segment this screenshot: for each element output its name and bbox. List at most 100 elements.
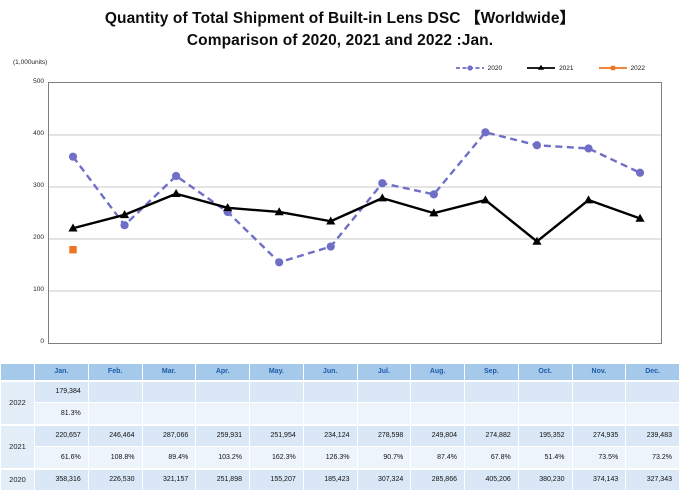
table-row: 61.6% 108.8% 89.4% 103.2% 162.3% 126.3% 90.7% 8… [1, 446, 680, 469]
year-label-cell: 2022 [0, 379, 35, 425]
triangle-marker-icon [274, 207, 284, 216]
year-label-cell: 2020 [0, 467, 35, 491]
value-cell: 285,866 [410, 467, 465, 491]
triangle-marker-icon [532, 236, 542, 245]
series-line-2020 [72, 131, 641, 264]
value-cell: 287,066 [141, 423, 197, 447]
value-cell: 374,143 [571, 467, 627, 491]
percent-cell [517, 402, 573, 425]
circle-marker-icon [532, 141, 542, 150]
percent-cell [464, 402, 519, 425]
value-cell [517, 379, 573, 403]
triangle-marker-icon [583, 195, 594, 204]
month-header-cell: Dec. [625, 363, 680, 381]
circle-marker-icon [172, 171, 181, 181]
chart-svg [49, 128, 661, 292]
value-cell: 246,464 [87, 423, 143, 447]
month-header-cell: Nov. [571, 363, 627, 381]
percent-cell: 126.3% [302, 446, 358, 469]
legend-item-2021: 2021 [526, 63, 574, 73]
units-label: (1,000units) [13, 59, 48, 66]
data-table: Jan. Feb. Mar. Apr. May. Jun. Jul. Aug. Sep. Oct.… [0, 363, 680, 491]
corner-cell [0, 363, 35, 381]
percent-cell [302, 402, 358, 425]
month-header-cell: May. [249, 363, 304, 381]
circle-marker-icon [635, 168, 645, 177]
value-cell: 251,954 [249, 423, 304, 447]
value-cell: 220,657 [34, 423, 89, 447]
triangle-marker-icon [480, 195, 490, 204]
value-cell: 155,207 [249, 467, 304, 491]
value-cell: 278,598 [356, 423, 412, 447]
circle-marker-icon [481, 128, 490, 137]
triangle-marker-icon [171, 189, 181, 198]
circle-marker-icon [326, 242, 335, 251]
y-axis: 500 400 300 200 100 0 [0, 55, 680, 357]
square-marker-icon [610, 65, 615, 71]
value-cell [356, 379, 412, 403]
circle-marker-icon [120, 221, 129, 230]
month-header-cell: Jan. [34, 363, 89, 381]
month-header-cell: Feb. [87, 363, 143, 381]
value-cell: 251,898 [195, 467, 250, 491]
triangle-marker-icon [119, 210, 130, 219]
value-cell: 380,230 [517, 467, 573, 491]
percent-cell [356, 402, 412, 425]
value-cell: 327,343 [625, 467, 680, 491]
percent-cell [141, 402, 197, 425]
triangle-marker-icon [326, 216, 336, 225]
value-cell: 259,931 [195, 423, 250, 447]
value-cell: 249,804 [410, 423, 465, 447]
value-cell: 226,530 [87, 467, 143, 491]
percent-cell: 87.4% [410, 446, 465, 469]
value-cell: 274,935 [571, 423, 627, 447]
triangle-marker-icon [635, 213, 645, 222]
title-line2: Comparison of 2020, 2021 and 2022 :Jan. [186, 32, 494, 49]
percent-cell: 73.2% [625, 446, 680, 469]
plot-area [48, 82, 662, 344]
series-line-2021 [72, 192, 641, 243]
value-cell [571, 379, 627, 403]
percent-cell: 90.7% [356, 446, 412, 469]
month-header-cell: Jul. [356, 363, 412, 381]
y-axis-tick-label: 100 [33, 286, 44, 293]
triangle-marker-icon [429, 208, 439, 217]
y-axis-tick-label: 400 [33, 130, 44, 137]
triangle-marker-icon [223, 203, 233, 212]
triangle-marker-icon [377, 193, 387, 202]
value-cell: 358,316 [34, 467, 89, 491]
value-cell [302, 379, 358, 403]
percent-cell: 108.8% [87, 446, 143, 469]
y-axis-tick-label: 0 [40, 338, 44, 345]
value-cell: 307,324 [356, 467, 412, 491]
month-header-cell: Aug. [410, 363, 465, 381]
value-cell: 274,882 [464, 423, 519, 447]
percent-cell: 73.5% [571, 446, 627, 469]
percent-cell [625, 402, 680, 425]
value-cell: 234,124 [302, 423, 358, 447]
value-cell [410, 379, 465, 403]
legend-item-2022: 2022 [598, 63, 645, 73]
value-cell: 239,483 [625, 423, 680, 447]
percent-cell [87, 402, 143, 425]
legend-label: 2021 [559, 64, 574, 72]
month-header-cell: Mar. [141, 363, 197, 381]
legend-swatch-icon [598, 65, 627, 71]
percent-cell [249, 402, 304, 425]
circle-marker-icon [429, 190, 438, 199]
year-label-cell: 2021 [0, 423, 35, 469]
legend: 2020 2021 2022 [455, 63, 645, 73]
legend-label: 2020 [487, 64, 503, 72]
percent-cell [410, 402, 465, 425]
value-cell [87, 379, 143, 403]
percent-cell [571, 402, 627, 425]
chart-title: Quantity of Total Shipment of Built-in L… [0, 8, 680, 52]
chart-region: (1,000units) 2020 2021 2022 500 400 300 200 10… [0, 55, 680, 357]
table-row: 2022 179,384 [0, 379, 680, 425]
table-header-row: Jan. Feb. Mar. Apr. May. Jun. Jul. Aug. Sep. Oct.… [0, 363, 680, 381]
percent-cell: 61.6% [34, 446, 89, 469]
month-header-cell: Oct. [517, 363, 573, 381]
percent-cell: 89.4% [141, 446, 197, 469]
square-marker-icon [69, 246, 77, 254]
